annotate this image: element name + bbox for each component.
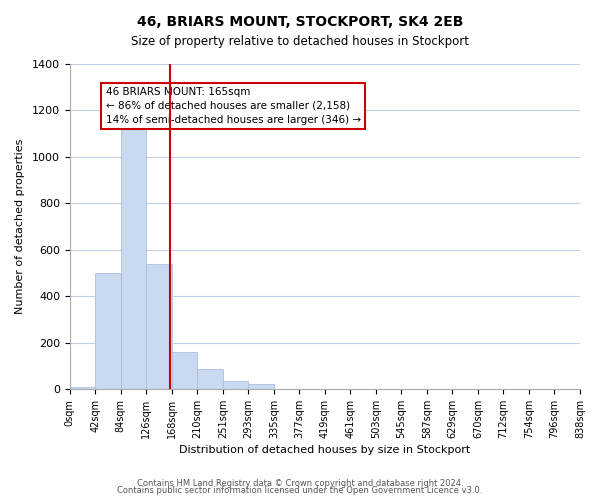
Bar — [146, 264, 172, 389]
Text: Contains public sector information licensed under the Open Government Licence v3: Contains public sector information licen… — [118, 486, 482, 495]
Y-axis label: Number of detached properties: Number of detached properties — [15, 139, 25, 314]
Bar — [248, 384, 274, 389]
Text: Contains HM Land Registry data © Crown copyright and database right 2024.: Contains HM Land Registry data © Crown c… — [137, 478, 463, 488]
Bar — [197, 369, 223, 389]
X-axis label: Distribution of detached houses by size in Stockport: Distribution of detached houses by size … — [179, 445, 470, 455]
Bar — [223, 381, 248, 389]
Bar — [95, 273, 121, 389]
Text: Size of property relative to detached houses in Stockport: Size of property relative to detached ho… — [131, 35, 469, 48]
Text: 46, BRIARS MOUNT, STOCKPORT, SK4 2EB: 46, BRIARS MOUNT, STOCKPORT, SK4 2EB — [137, 15, 463, 29]
Bar — [172, 352, 197, 389]
Text: 46 BRIARS MOUNT: 165sqm
← 86% of detached houses are smaller (2,158)
14% of semi: 46 BRIARS MOUNT: 165sqm ← 86% of detache… — [106, 86, 361, 124]
Bar — [121, 122, 146, 389]
Bar — [70, 386, 95, 389]
